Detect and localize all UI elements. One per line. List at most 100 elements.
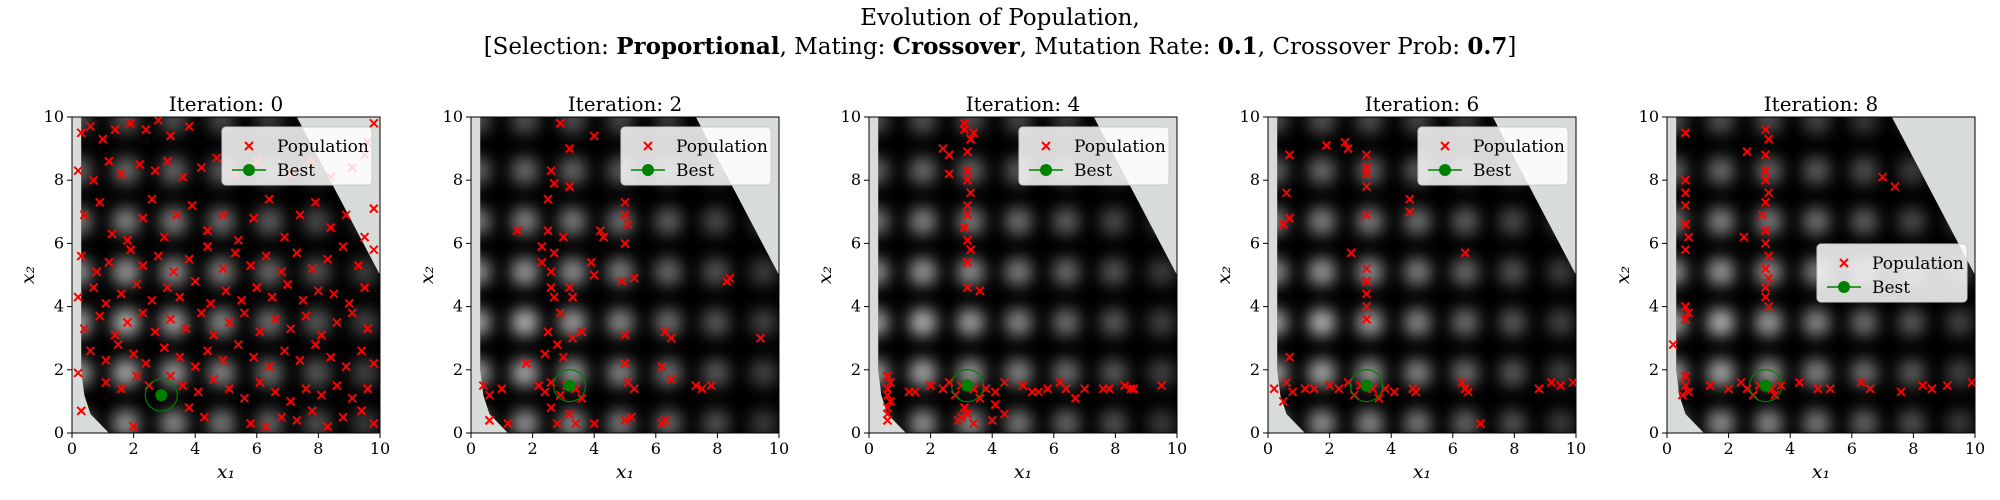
landscape-bump: [207, 257, 236, 286]
population-point: [1760, 238, 1771, 249]
landscape-bump: [1004, 257, 1033, 286]
population-point: [205, 298, 216, 309]
landscape-bump: [908, 308, 937, 337]
landscape-bump: [480, 156, 492, 185]
population-point: [255, 377, 265, 388]
x-axis-label: x₁: [217, 461, 235, 483]
landscape-bump: [878, 156, 890, 185]
population-point: [138, 213, 148, 223]
population-point: [549, 292, 559, 302]
selection-value: Proportional: [616, 33, 780, 60]
population-point: [184, 254, 194, 264]
legend-best-label: Best: [676, 161, 714, 181]
population-point: [1757, 210, 1768, 220]
landscape-bump: [510, 156, 539, 185]
population-point: [362, 384, 373, 394]
population-point: [1343, 143, 1353, 154]
best-halo: [950, 369, 985, 403]
x-tick-label: 6: [1448, 439, 1458, 458]
landscape-bump: [1052, 257, 1081, 286]
x-tick-label: 0: [67, 439, 77, 458]
population-point: [138, 308, 148, 318]
population-point: [1287, 387, 1298, 397]
landscape-bump: [302, 207, 331, 236]
population-point: [1374, 393, 1384, 403]
landscape-bump: [1706, 156, 1735, 185]
y-tick-label: 8: [54, 170, 64, 189]
landscape-bump: [701, 308, 730, 337]
y-axis-label: x₂: [1612, 266, 1634, 284]
population-point: [721, 276, 732, 287]
mating-value: Crossover: [892, 33, 1020, 60]
population-point: [1568, 377, 1576, 388]
population-point: [298, 295, 308, 305]
population-point: [1680, 371, 1691, 381]
population-point: [882, 390, 893, 400]
population-point: [113, 339, 123, 350]
subtitle-sep-mating: , Mating:: [779, 34, 893, 60]
population-point: [193, 387, 203, 397]
population-point: [1361, 210, 1372, 220]
population-point: [98, 134, 108, 144]
population-point: [122, 317, 133, 328]
y-tick-label: 10: [1639, 107, 1659, 126]
population-point: [1284, 150, 1295, 160]
legend-population-label: Population: [277, 137, 369, 157]
landscape-bump: [1850, 358, 1879, 387]
panel-0: 0 2 4 6 8 10 0 2 4 6 8 10 Iteration: 0 x₁ x₂ Population…: [17, 92, 390, 483]
population-point: [218, 263, 228, 274]
population-point: [252, 282, 262, 293]
legend-population-label: Population: [1872, 254, 1964, 274]
population-point: [310, 197, 321, 208]
population-point: [885, 377, 896, 388]
legend-best-label: Best: [1872, 278, 1910, 298]
landscape-bump: [1945, 308, 1974, 337]
best-point: [1759, 379, 1772, 392]
population-point: [990, 387, 1000, 397]
population-point: [1463, 387, 1473, 397]
population-point: [1361, 150, 1372, 160]
population-point: [131, 371, 142, 381]
population-point: [279, 346, 290, 356]
population-point: [962, 175, 973, 185]
population-point: [184, 403, 194, 413]
population-point: [657, 361, 667, 372]
population-point: [138, 260, 148, 271]
landscape-bump: [1850, 409, 1879, 433]
population-point: [1546, 377, 1557, 388]
landscape-bump: [1498, 308, 1527, 337]
panel-title: Iteration: 2: [568, 92, 682, 116]
population-point: [356, 406, 367, 416]
population-point: [264, 361, 274, 372]
landscape-bump: [1498, 207, 1527, 236]
population-point: [172, 210, 182, 220]
population-point: [221, 286, 231, 296]
population-point: [261, 421, 271, 432]
population-point: [1534, 384, 1544, 394]
x-tick-label: 2: [926, 439, 936, 458]
landscape-bump: [558, 257, 587, 286]
population-point: [125, 118, 136, 129]
landscape-bump: [1004, 409, 1033, 433]
population-point: [571, 418, 581, 429]
landscape-bump: [81, 358, 93, 387]
population-point: [1680, 175, 1691, 185]
legend-best-marker: [642, 164, 654, 176]
landscape-bump: [1004, 207, 1033, 236]
population-point: [270, 387, 280, 397]
landscape-bump: [956, 117, 985, 135]
population-point: [975, 393, 985, 403]
population-point: [620, 415, 630, 426]
best-point: [1360, 379, 1373, 392]
landscape-bump: [1277, 358, 1289, 387]
population-point: [165, 314, 176, 324]
x-tick-label: 10: [1167, 439, 1187, 458]
population-point: [959, 403, 970, 413]
population-point: [1070, 393, 1081, 403]
population-point: [165, 371, 176, 381]
x-tick-label: 10: [1965, 439, 1985, 458]
population-point: [175, 352, 185, 362]
legend-best-label: Best: [277, 161, 315, 181]
landscape-bump: [480, 358, 492, 387]
population-point: [181, 324, 191, 334]
